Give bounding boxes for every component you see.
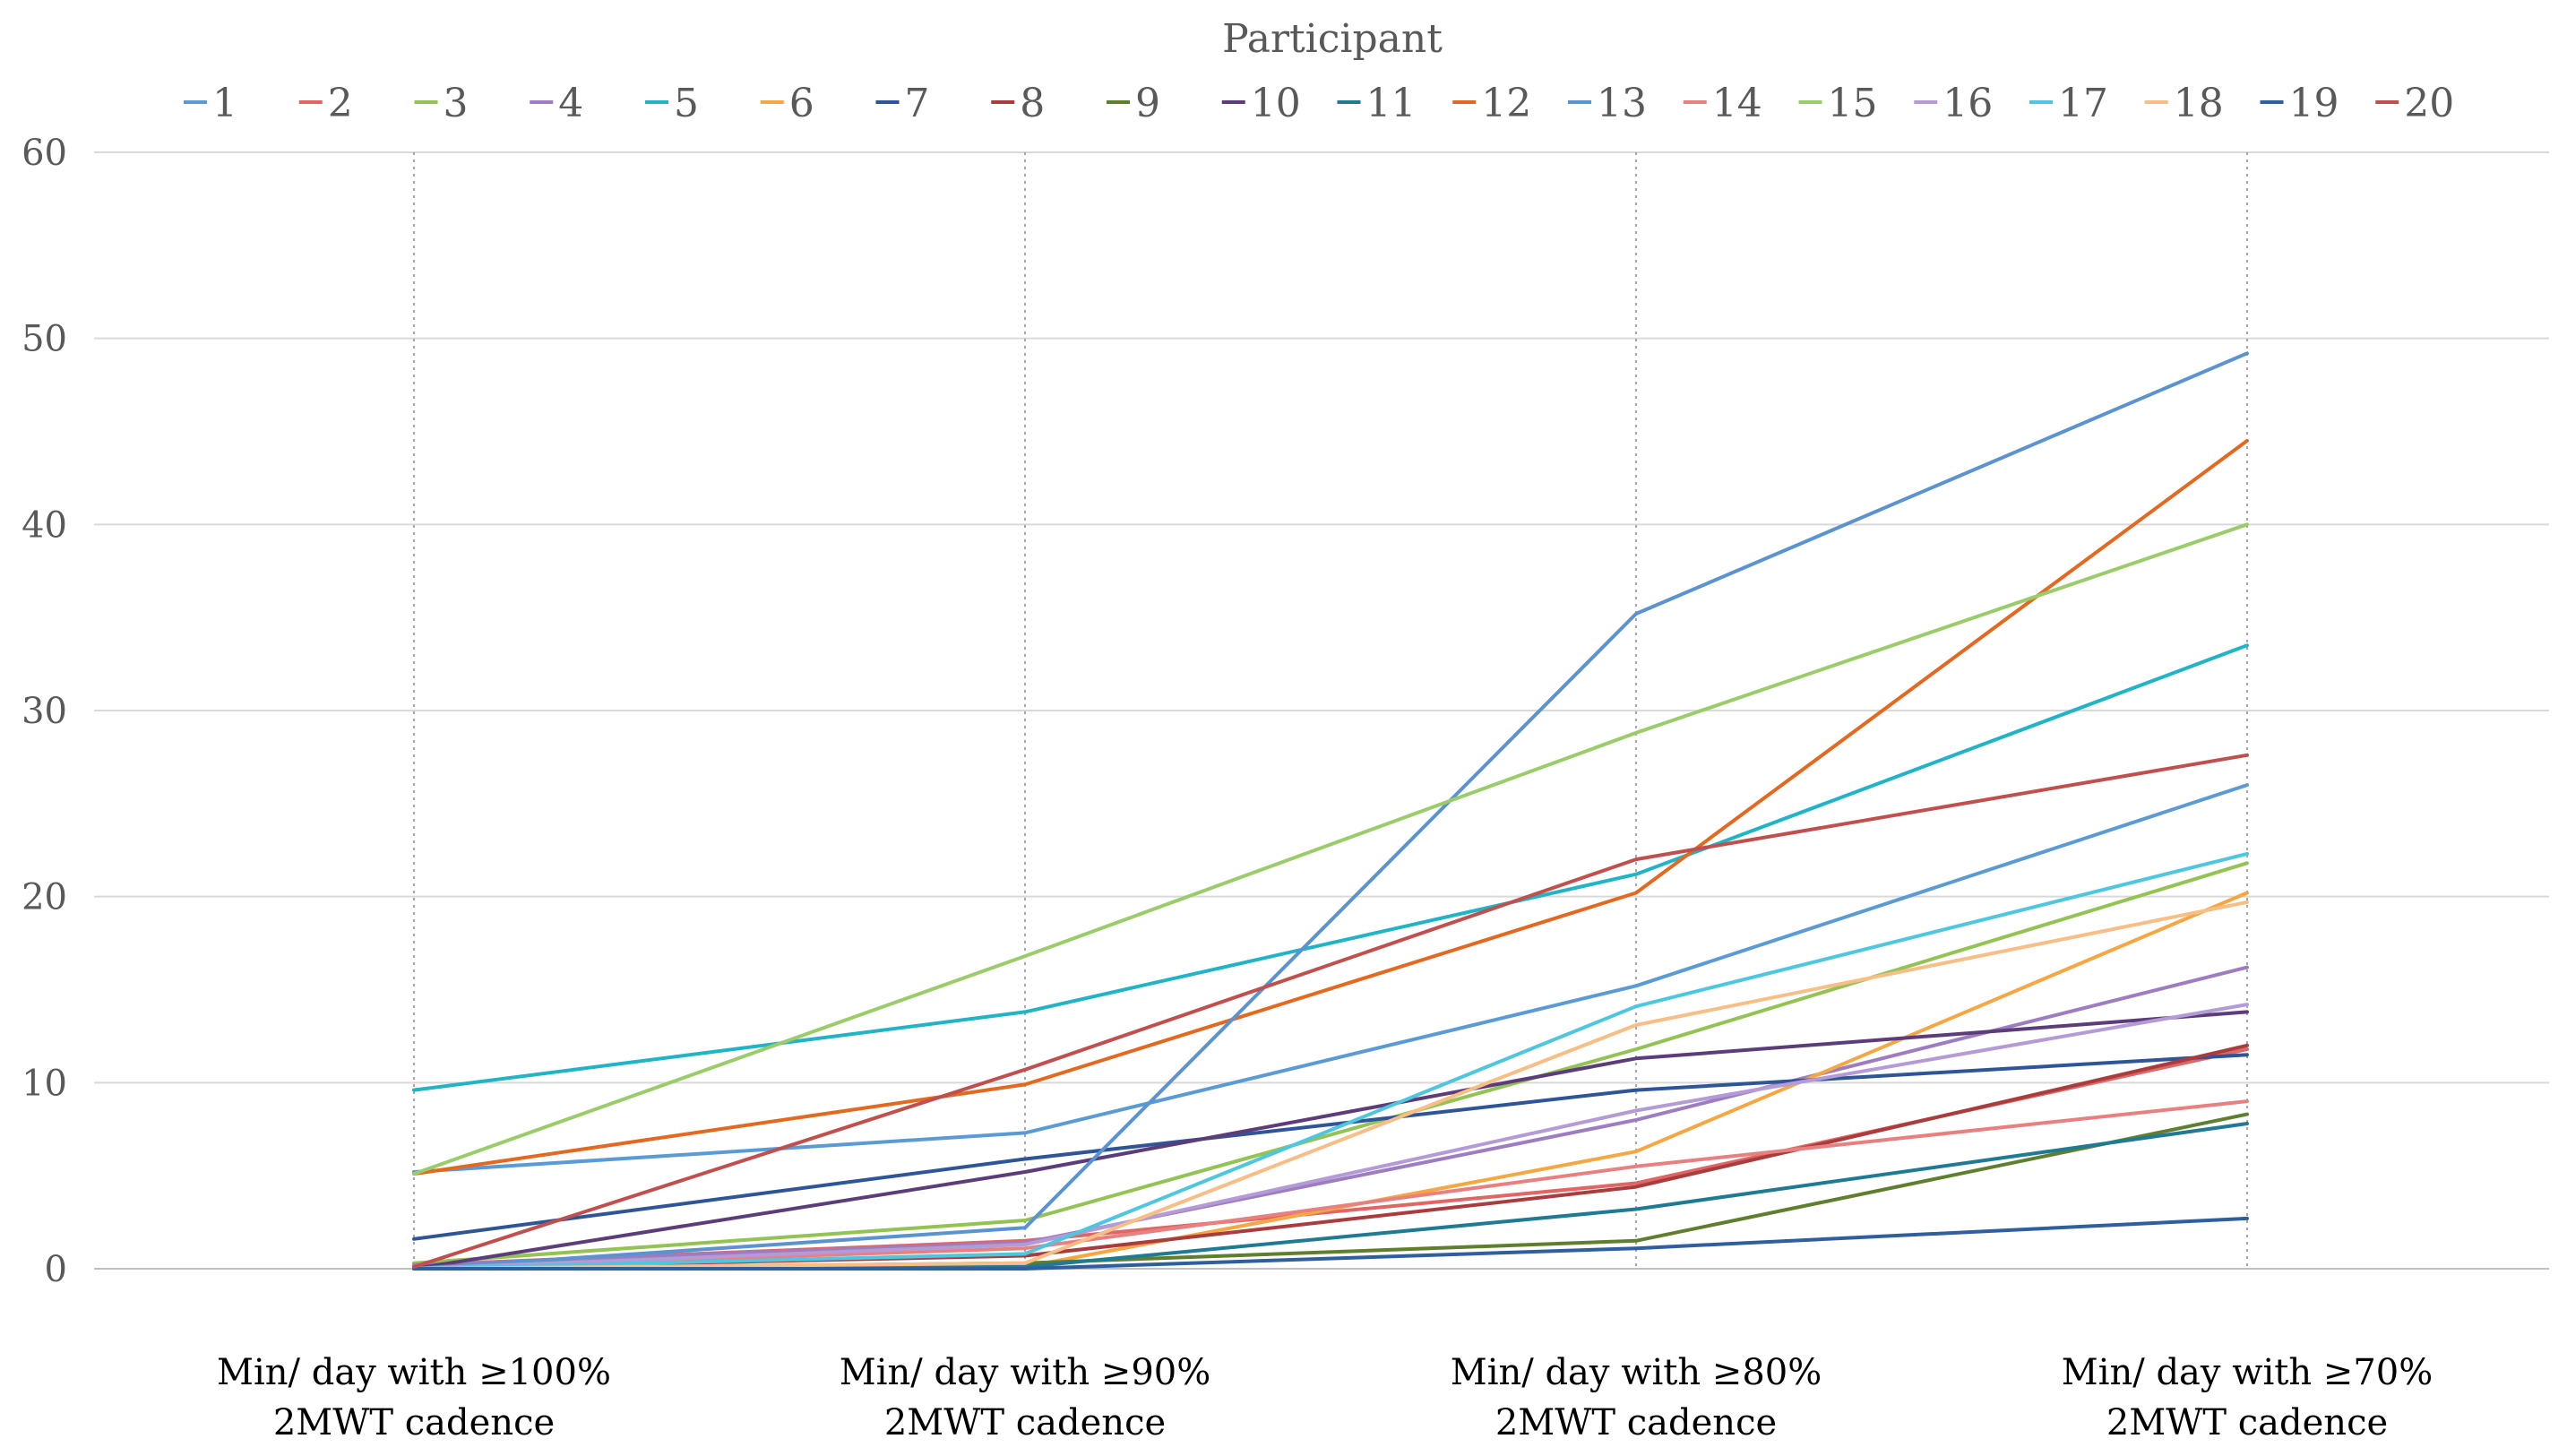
y-tick-label: 0 (45, 1249, 67, 1290)
series-line-20 (412, 753, 2249, 1269)
series-line-4 (412, 965, 2249, 1267)
series-line-7 (412, 1053, 2249, 1241)
legend-label-9: 9 (1135, 81, 1160, 126)
y-tick-label: 20 (22, 877, 67, 918)
legend-label-8: 8 (1020, 81, 1045, 126)
series-line-10 (412, 1010, 2249, 1271)
legend-label-7: 7 (905, 81, 930, 126)
series-line-5 (412, 643, 2249, 1092)
series-lines (412, 351, 2249, 1271)
legend-label-1: 1 (212, 81, 237, 126)
y-tick-label: 30 (22, 691, 67, 732)
x-category-label: Min/ day with ≥90% 2MWT cadence (840, 1352, 1210, 1443)
legend-label-15: 15 (1828, 81, 1878, 126)
legend-label-18: 18 (2174, 81, 2224, 126)
legend-label-4: 4 (558, 81, 583, 126)
series-line-13 (412, 351, 2249, 1271)
y-tick-label: 50 (22, 319, 67, 360)
gridlines (94, 151, 2549, 1270)
legend-label-19: 19 (2289, 81, 2339, 126)
legend-title: Participant (1222, 16, 1443, 62)
x-category-label: Min/ day with ≥80% 2MWT cadence (1451, 1352, 1822, 1443)
y-tick-label: 60 (22, 133, 67, 174)
legend-label-11: 11 (1366, 81, 1417, 126)
legend-label-13: 13 (1597, 81, 1647, 126)
series-line-14 (412, 1099, 2249, 1271)
x-category-label: Min/ day with ≥70% 2MWT cadence (2062, 1352, 2433, 1443)
legend-label-20: 20 (2404, 81, 2454, 126)
x-category-label: Min/ day with ≥100% 2MWT cadence (217, 1352, 611, 1443)
y-axis: 0 10 20 30 40 50 60 (22, 133, 67, 1290)
legend-label-14: 14 (1712, 81, 1762, 126)
series-line-3 (412, 861, 2249, 1265)
series-line-19 (412, 1216, 2249, 1271)
legend-label-12: 12 (1481, 81, 1531, 126)
legend-label-17: 17 (2058, 81, 2108, 126)
y-tick-label: 40 (22, 504, 67, 546)
legend-label-2: 2 (328, 81, 353, 126)
series-line-15 (412, 522, 2249, 1176)
series-line-18 (412, 900, 2249, 1271)
legend-label-5: 5 (674, 81, 699, 126)
series-line-12 (412, 438, 2249, 1176)
series-line-16 (412, 1003, 2249, 1271)
x-axis: Min/ day with ≥100% 2MWT cadence Min/ day … (217, 1352, 2433, 1443)
legend-label-16: 16 (1942, 81, 1993, 126)
legend-label-6: 6 (789, 81, 814, 126)
series-line-17 (412, 851, 2249, 1271)
legend-label-10: 10 (1251, 81, 1301, 126)
series-line-1 (412, 783, 2249, 1174)
series-line-8 (412, 1043, 2249, 1271)
y-tick-label: 10 (22, 1063, 67, 1104)
legend: 1 2 3 4 5 6 7 8 9 10 11 12 13 14 15 16 17 18 19 20 (184, 81, 2454, 126)
series-line-6 (412, 891, 2249, 1269)
legend-label-3: 3 (444, 81, 469, 126)
